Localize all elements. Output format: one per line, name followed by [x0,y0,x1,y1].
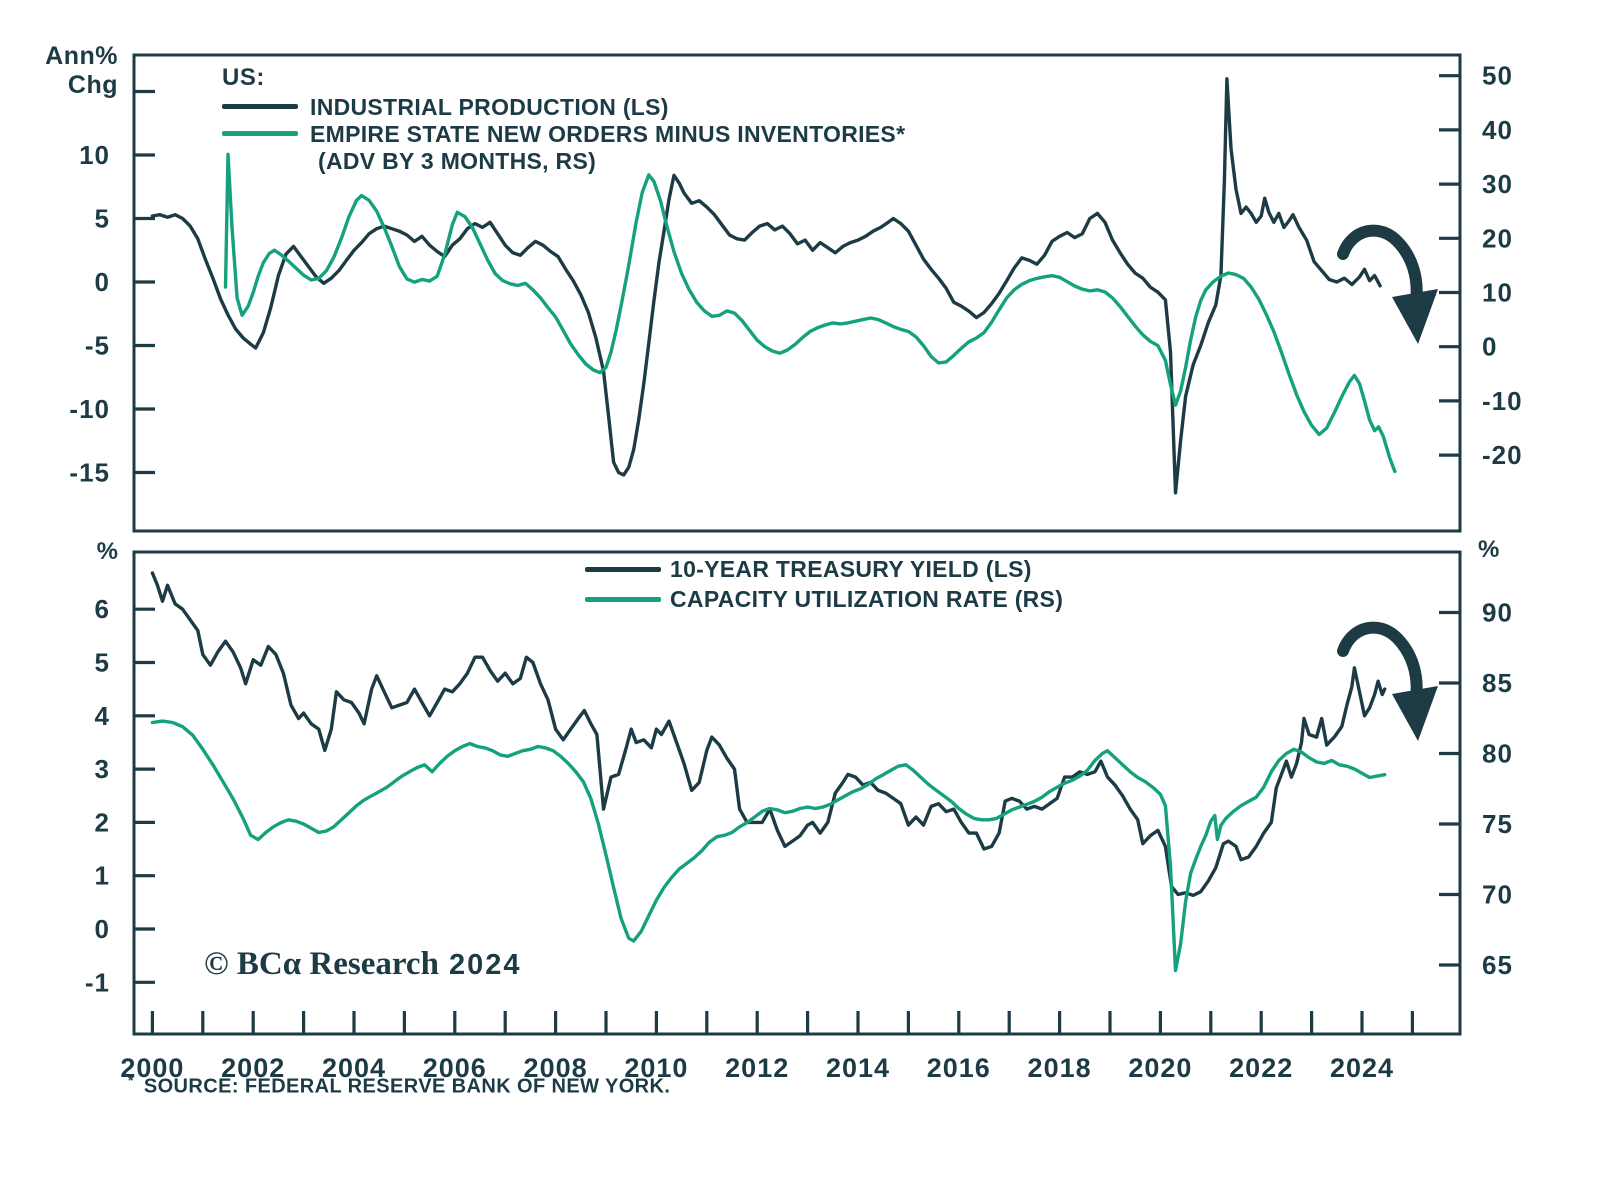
copyright-note: © BCα Research 2024 [204,946,521,983]
bottom-right-tick-label: 65 [1482,950,1513,980]
bottom-left-tick-label: 5 [95,648,110,678]
copyright-year: 2024 [448,949,522,981]
trend-arrows [1337,224,1438,741]
x-axis-year-label: 2018 [1028,1053,1092,1083]
top-right-tick-label: 0 [1482,332,1497,362]
treasury-yield-10y-line [150,571,1387,898]
x-axis-year-label: 2004 [322,1053,386,1083]
x-axis-year-label: 2016 [927,1053,991,1083]
top-left-tick-label: -5 [85,331,110,361]
bottom-right-tick-label: 80 [1482,739,1513,769]
top-right-tick-label: -10 [1482,386,1523,416]
top-panel-down-arrow-head [1392,289,1438,344]
x-axis-year-label: 2012 [725,1053,789,1083]
axis-ticks [134,74,1460,1034]
footnote-marker: * [128,1072,134,1088]
top-left-axis-unit-line2: Chg [67,71,118,99]
bottom-left-tick-label: 0 [95,914,110,944]
empire-state-legend-label: EMPIRE STATE NEW ORDERS MINUS INVENTORIE… [310,121,906,147]
bottom-left-tick-label: 6 [95,594,110,624]
treasury-yield-legend-label: 10-YEAR TREASURY YIELD (LS) [670,556,1032,582]
x-axis-year-label: 2024 [1330,1053,1394,1083]
top-right-tick-label: 10 [1482,278,1513,308]
x-axis-year-label: 2020 [1128,1053,1192,1083]
top-right-tick-label: 20 [1482,223,1513,253]
bottom-right-axis-unit: % [1478,536,1500,563]
top-right-tick-label: -20 [1482,440,1523,470]
top-right-tick-label: 50 [1482,61,1513,91]
bottom-left-tick-label: -1 [85,967,110,997]
bottom-right-tick-label: 75 [1482,809,1513,839]
capacity-utilization-legend-label: CAPACITY UTILIZATION RATE (RS) [670,586,1064,612]
bottom-panel-down-arrow [1337,621,1423,705]
empire-state-orders-line [223,152,1397,474]
x-axis-year-label: 2006 [423,1053,487,1083]
bottom-left-tick-label: 4 [95,701,110,731]
industrial-production-legend-label: INDUSTRIAL PRODUCTION (LS) [310,94,669,120]
source-note: * SOURCE: FEDERAL RESERVE BANK OF NEW YOR… [128,1072,670,1099]
industrial-production-legend-swatch [222,104,298,109]
bottom-right-tick-label: 90 [1482,598,1513,628]
capacity-utilization-legend-swatch [585,597,661,602]
bottom-right-tick-label: 85 [1482,668,1513,698]
treasury-yield-legend-swatch [585,567,661,572]
bottom-left-tick-label: 2 [95,807,110,837]
x-axis-year-label: 2010 [624,1053,688,1083]
empire-state-legend-sublabel: (ADV BY 3 MONTHS, RS) [318,148,597,174]
bottom-left-axis-unit: % [96,538,118,565]
panel-frames [132,53,1462,1036]
bottom-panel-frame [132,550,1462,1036]
x-axis-year-label: 2022 [1229,1053,1293,1083]
top-legend-title: US: [222,64,265,91]
copyright-text: © BCα Research [204,946,439,982]
bottom-right-tick-label: 70 [1482,880,1513,910]
top-panel-down-arrow [1337,224,1423,308]
x-axis-year-label: 2002 [221,1053,285,1083]
top-left-axis-unit-line1: Ann% [45,42,118,70]
bottom-left-tick-label: 1 [95,861,110,891]
source-text: SOURCE: FEDERAL RESERVE BANK OF NEW YORK… [143,1075,671,1098]
series-lines [150,77,1397,973]
top-right-tick-label: 30 [1482,169,1513,199]
top-left-tick-label: -10 [69,394,110,424]
top-left-tick-label: 5 [95,204,110,234]
top-left-tick-label: 0 [95,267,110,297]
top-left-tick-label: -15 [69,458,110,488]
x-axis-year-label: 2008 [524,1053,588,1083]
empire-state-legend-swatch [222,131,298,136]
capacity-utilization-line [150,719,1387,973]
x-axis-year-label: 2014 [826,1053,890,1083]
top-left-tick-label: 10 [79,140,110,170]
industrial-production-line [150,77,1382,495]
bottom-left-tick-label: 3 [95,754,110,784]
x-axis-year-label: 2000 [120,1053,184,1083]
axis-tick-labels: 1050-5-10-1550403020100-10-206543210-190… [69,61,1523,1083]
top-right-tick-label: 40 [1482,115,1513,145]
bottom-panel-down-arrow-head [1392,686,1438,741]
